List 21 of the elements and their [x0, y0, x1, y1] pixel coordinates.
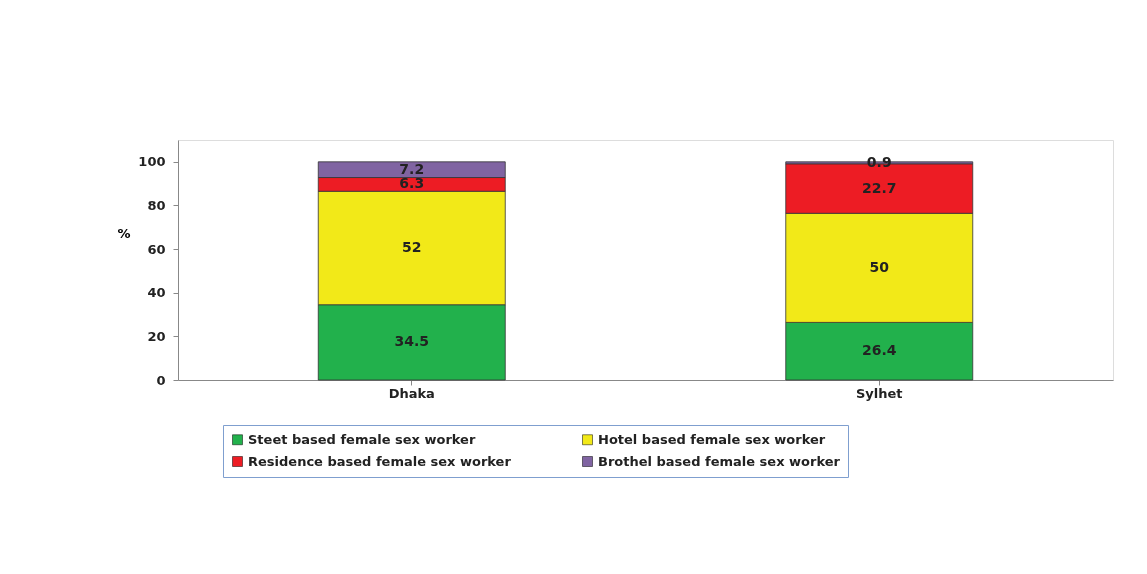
- y-tick-label: 20: [147, 328, 166, 344]
- data-label: 50: [869, 258, 890, 275]
- y-tick-label: 0: [156, 372, 166, 388]
- x-tick-label: Sylhet: [855, 385, 903, 401]
- legend-label: Steet based female sex worker: [248, 431, 476, 447]
- legend-label: Brothel based female sex worker: [598, 453, 841, 469]
- data-label: 6.3: [399, 175, 425, 192]
- y-tick-label: 40: [147, 285, 166, 301]
- data-label: 26.4: [861, 342, 897, 359]
- legend-label: Residence based female sex worker: [248, 453, 512, 469]
- data-label: 22.7: [861, 179, 897, 196]
- data-label: 0.9: [866, 153, 892, 170]
- y-axis-title: %: [117, 225, 131, 241]
- y-tick-label: 100: [138, 154, 166, 170]
- data-label: 52: [402, 239, 422, 255]
- legend-label: Hotel based female sex worker: [598, 431, 826, 447]
- y-tick-label: 60: [147, 241, 166, 257]
- data-label: 34.5: [394, 333, 430, 350]
- data-label: 7.2: [399, 160, 425, 177]
- x-tick-label: Dhaka: [388, 385, 435, 401]
- y-tick-label: 80: [147, 197, 166, 213]
